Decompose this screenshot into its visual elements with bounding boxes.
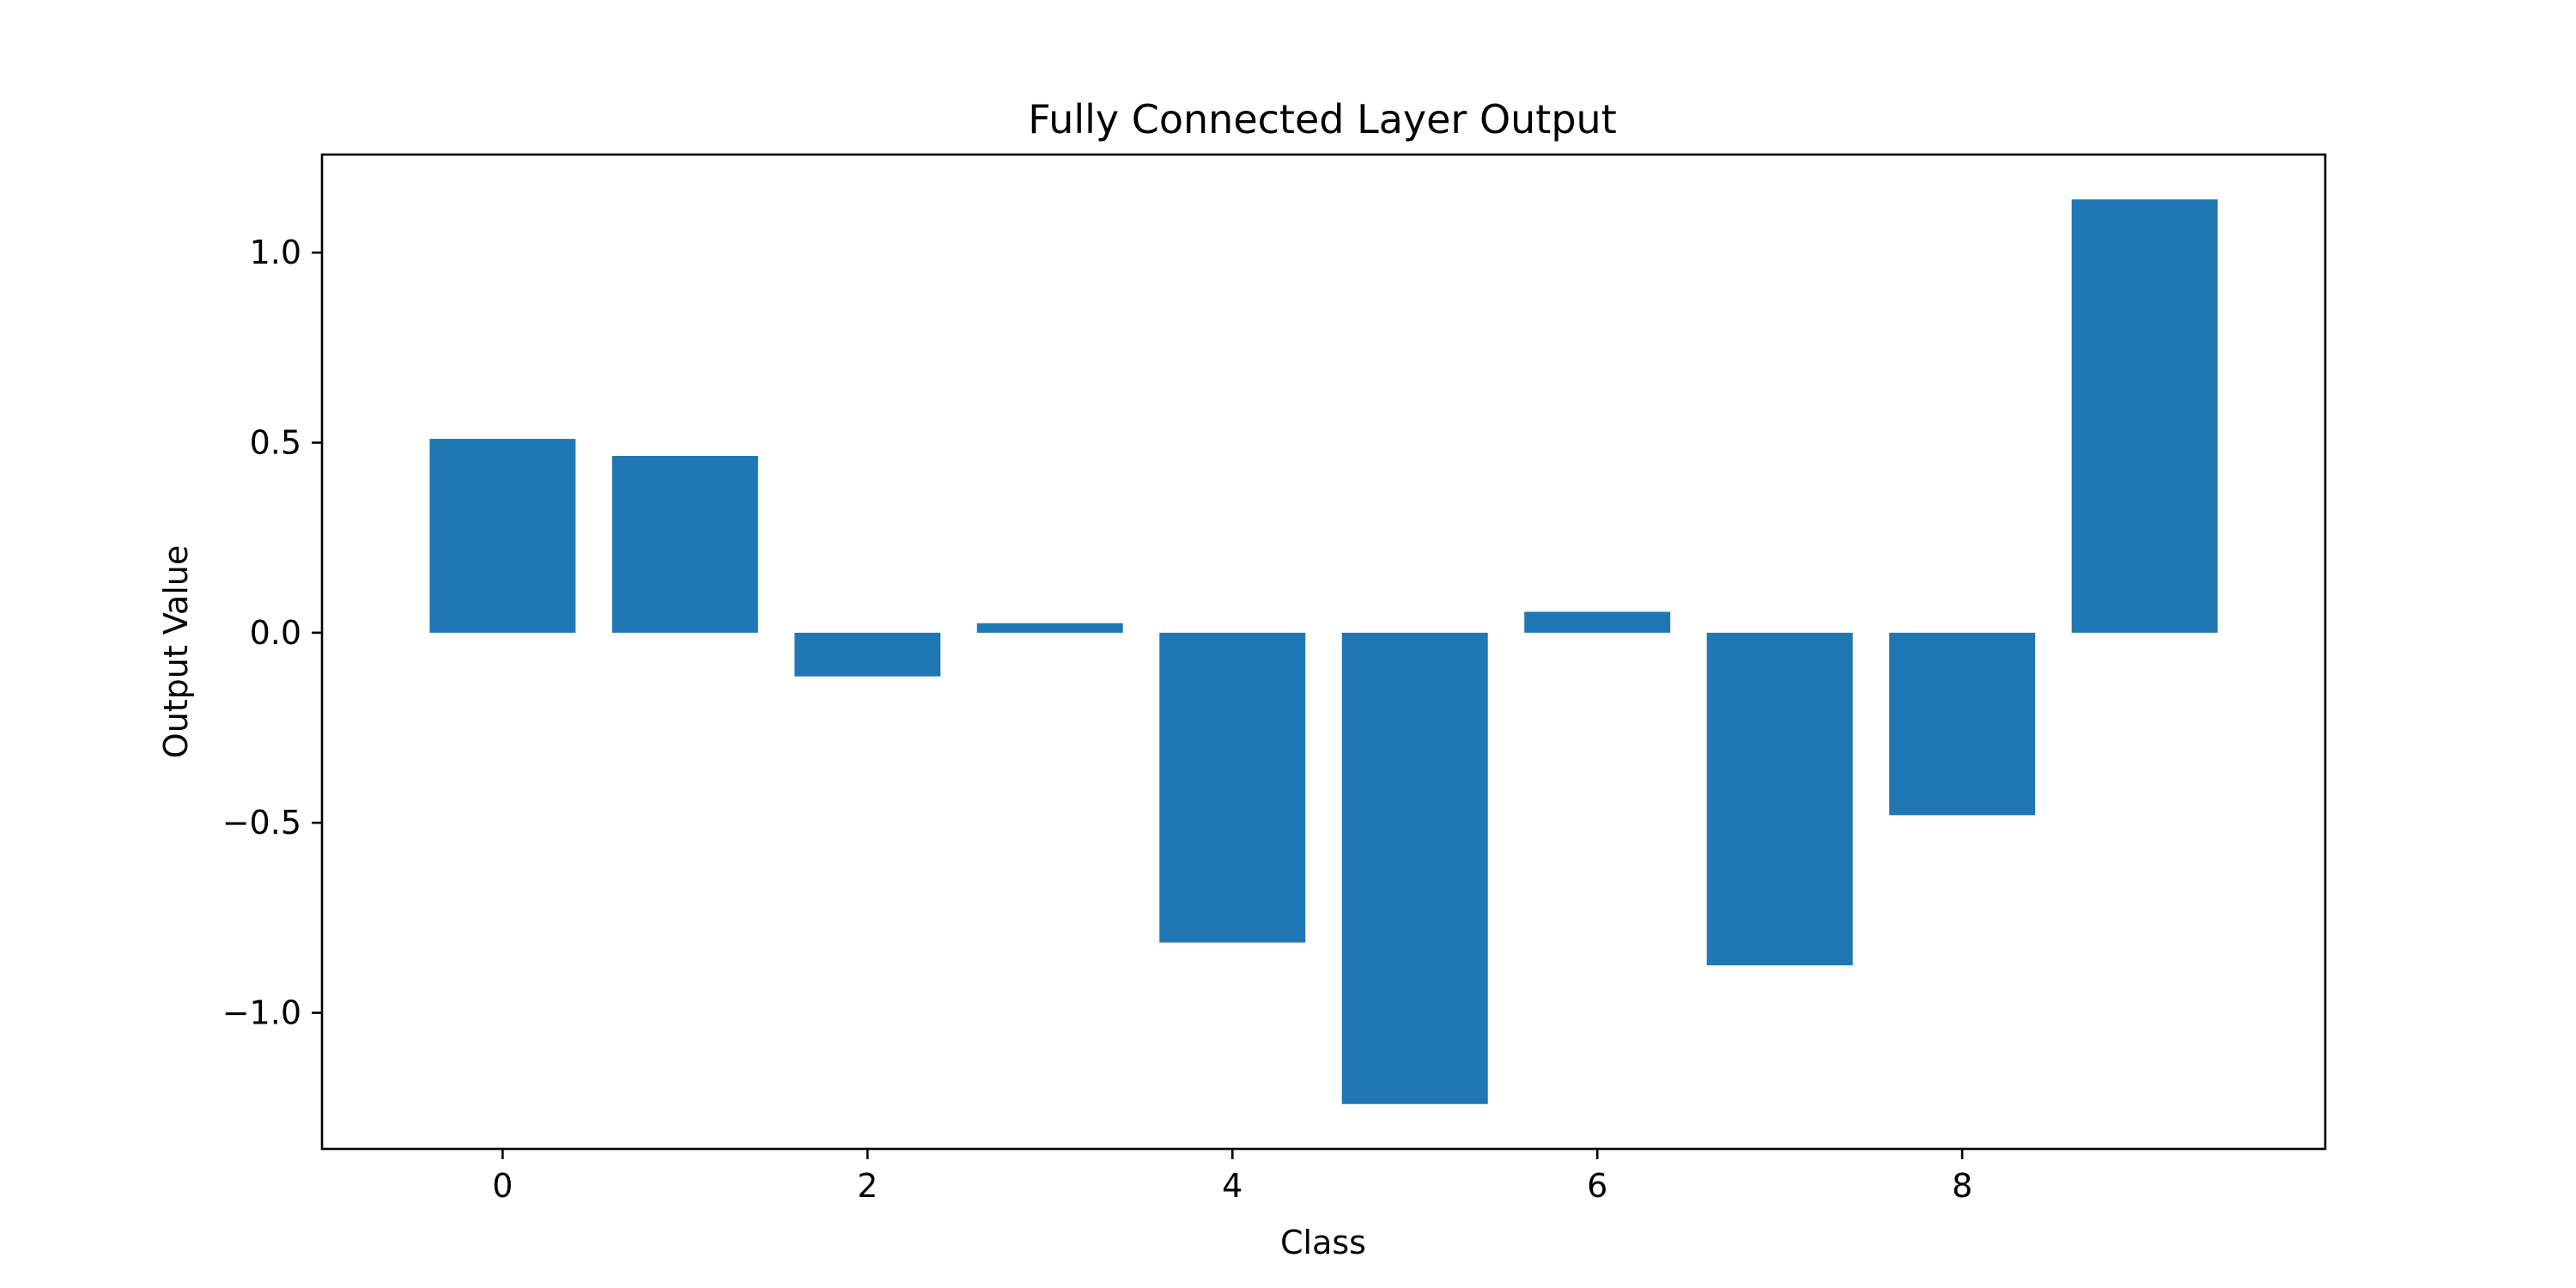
bar-class-3 — [976, 623, 1123, 633]
plot-frame — [320, 153, 2327, 1151]
y-tick-label: 0.5 — [250, 424, 301, 462]
bar-class-6 — [1524, 611, 1671, 633]
y-tick-label: −0.5 — [222, 804, 301, 841]
bar-class-2 — [794, 632, 941, 677]
bar-class-5 — [1341, 632, 1488, 1104]
x-tick-label: 4 — [1222, 1167, 1242, 1205]
bar-class-7 — [1706, 632, 1853, 966]
y-tick-label: 1.0 — [250, 234, 301, 271]
y-tick-label: −1.0 — [222, 994, 301, 1032]
x-tick-label: 8 — [1952, 1167, 1972, 1205]
bars-group — [429, 199, 2218, 1104]
x-tick-label: 0 — [492, 1167, 513, 1205]
bar-class-0 — [429, 439, 576, 633]
y-axis-ticks: −1.0 −0.5 0.0 0.5 1.0 — [222, 234, 322, 1032]
x-tick-label: 2 — [857, 1167, 878, 1205]
chart-title: Fully Connected Layer Output — [1028, 96, 1617, 143]
y-tick-label: 0.0 — [250, 614, 301, 652]
bar-class-9 — [2071, 199, 2218, 633]
bar-class-8 — [1889, 632, 2036, 816]
x-tick-label: 6 — [1587, 1167, 1607, 1205]
bar-class-4 — [1159, 632, 1306, 943]
y-axis-label: Output Value — [157, 545, 195, 758]
bar-class-1 — [611, 456, 758, 633]
x-axis-label: Class — [1280, 1224, 1366, 1261]
x-axis-ticks: 0 2 4 6 8 — [492, 1149, 1972, 1205]
